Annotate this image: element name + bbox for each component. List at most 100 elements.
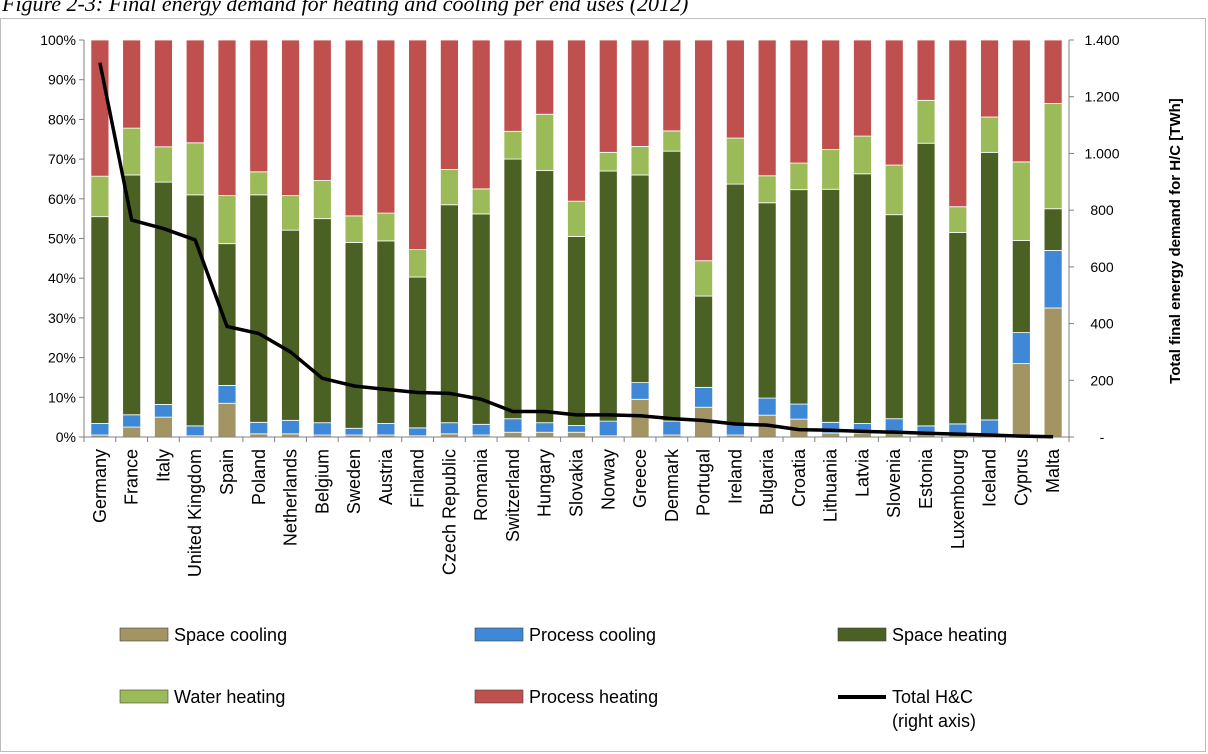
- legend-total-h-c-label: Total H&C: [892, 687, 973, 707]
- right-tick-label: 1.400: [1084, 32, 1119, 48]
- bar-austria-process-cooling: [376, 423, 396, 436]
- bar-iceland-process-cooling: [980, 419, 999, 436]
- bar-italy-process-cooling: [154, 404, 173, 418]
- bar-sweden-process-heating: [344, 39, 364, 217]
- bar-luxembourg-water-heating: [948, 206, 968, 233]
- bar-united-kingdom-process-cooling: [185, 425, 205, 437]
- bar-belgium-water-heating: [312, 180, 332, 220]
- x-label-malta: Malta: [1043, 448, 1063, 493]
- bar-estonia-space-heating: [916, 142, 936, 427]
- bar-norway-process-heating: [598, 39, 618, 153]
- bar-romania-space-heating: [471, 213, 491, 425]
- bar-poland-water-heating: [249, 171, 269, 196]
- bar-greece-process-cooling: [630, 382, 650, 400]
- bar-luxembourg-space-heating: [948, 232, 968, 425]
- bar-croatia-process-cooling: [789, 403, 809, 420]
- bar-estonia-process-heating: [916, 39, 936, 101]
- bar-germany-water-heating: [90, 175, 110, 218]
- bar-bulgaria-space-heating: [757, 202, 777, 399]
- legend-process-cooling-label: Process cooling: [529, 625, 656, 645]
- bar-finland-space-heating: [408, 276, 428, 429]
- bar-croatia-process-heating: [789, 39, 809, 164]
- bar-sweden-water-heating: [344, 215, 364, 243]
- x-label-germany: Germany: [90, 449, 110, 523]
- bar-switzerland-space-heating: [503, 158, 523, 420]
- bar-latvia-process-heating: [853, 39, 872, 137]
- x-label-luxembourg: Luxembourg: [948, 449, 968, 549]
- x-label-cyprus: Cyprus: [1011, 449, 1031, 506]
- x-label-ireland: Ireland: [725, 449, 745, 504]
- legend-process-heating-label: Process heating: [529, 687, 658, 707]
- legend: Space cooling Process cooling Space heatin…: [119, 625, 1007, 731]
- bar-austria-water-heating: [376, 212, 396, 242]
- bar-portugal-process-heating: [694, 39, 713, 262]
- right-axis-title: Total final energy demand for H/C [TWh]: [1167, 98, 1184, 384]
- bar-croatia-water-heating: [789, 162, 809, 191]
- x-label-lithuania: Lithuania: [821, 448, 841, 522]
- x-label-sweden: Sweden: [344, 449, 364, 514]
- bar-united-kingdom-water-heating: [185, 142, 205, 196]
- bar-denmark-space-heating: [662, 150, 682, 422]
- bar-cyprus-space-cooling: [1011, 363, 1031, 438]
- bar-lithuania-space-cooling: [821, 432, 841, 438]
- bar-romania-process-heating: [471, 39, 491, 190]
- bar-greece-space-cooling: [630, 398, 650, 438]
- bar-germany-process-cooling: [90, 423, 110, 436]
- bar-cyprus-process-cooling: [1011, 332, 1031, 364]
- bar-italy-space-heating: [154, 181, 173, 405]
- bar-luxembourg-process-heating: [948, 39, 968, 208]
- legend-water-heating-label: Water heating: [174, 687, 285, 707]
- bar-malta-space-heating: [1043, 208, 1063, 251]
- legend-water-heating-swatch: [119, 689, 169, 704]
- bar-slovakia-process-cooling: [567, 425, 586, 433]
- bar-lithuania-process-heating: [821, 39, 841, 150]
- bar-bulgaria-water-heating: [757, 175, 777, 204]
- bar-portugal-process-cooling: [694, 386, 713, 408]
- x-label-netherlands: Netherlands: [281, 449, 301, 546]
- right-tick-label: 200: [1090, 372, 1114, 388]
- legend-space-cooling-swatch: [119, 627, 169, 642]
- x-label-italy: Italy: [153, 449, 173, 482]
- bar-greece-water-heating: [630, 145, 650, 176]
- x-label-estonia: Estonia: [916, 448, 936, 509]
- right-tick-label: -: [1100, 429, 1105, 445]
- legend-process-cooling-swatch: [474, 627, 524, 642]
- bar-cyprus-space-heating: [1011, 240, 1031, 333]
- bar-greece-process-heating: [630, 39, 650, 147]
- x-label-greece: Greece: [630, 449, 650, 508]
- bar-italy-water-heating: [154, 146, 173, 183]
- x-label-portugal: Portugal: [694, 449, 714, 516]
- bar-latvia-water-heating: [853, 135, 872, 175]
- bar-poland-process-heating: [249, 39, 269, 173]
- bar-cyprus-water-heating: [1011, 161, 1031, 241]
- bar-czech-republic-space-heating: [439, 204, 459, 424]
- bar-netherlands-water-heating: [281, 195, 300, 231]
- bar-norway-space-heating: [598, 170, 618, 422]
- legend-space-heating-swatch: [837, 627, 887, 642]
- x-label-czech-republic: Czech Republic: [439, 449, 459, 575]
- bar-iceland-water-heating: [980, 116, 999, 153]
- total-hc-line: [98, 62, 1054, 439]
- legend-total-h-c-label-2: (right axis): [892, 711, 976, 731]
- bar-croatia-space-heating: [789, 189, 809, 405]
- bar-latvia-space-heating: [853, 173, 872, 424]
- bar-switzerland-space-cooling: [503, 431, 523, 438]
- bar-hungary-water-heating: [535, 113, 555, 172]
- bar-cyprus-process-heating: [1011, 39, 1031, 163]
- left-tick-label: 0%: [56, 429, 76, 445]
- x-label-latvia: Latvia: [852, 448, 872, 497]
- labels-layer: 0% 10% 20% 30% 40% 50% 60% 70% 80% 90% 100% - 200 400…: [40, 32, 1120, 577]
- right-tick-label: 800: [1090, 202, 1114, 218]
- left-tick-label: 40%: [48, 270, 76, 286]
- bar-belgium-process-cooling: [312, 422, 332, 436]
- bar-romania-water-heating: [471, 188, 491, 215]
- bar-spain-space-cooling: [217, 402, 237, 438]
- bar-bulgaria-process-cooling: [757, 397, 777, 416]
- bar-slovenia-process-heating: [884, 39, 904, 166]
- bar-malta-process-heating: [1043, 39, 1063, 104]
- bar-denmark-process-heating: [662, 39, 682, 132]
- bar-netherlands-process-heating: [281, 39, 300, 197]
- bar-spain-process-cooling: [217, 384, 237, 404]
- x-label-spain: Spain: [217, 449, 237, 495]
